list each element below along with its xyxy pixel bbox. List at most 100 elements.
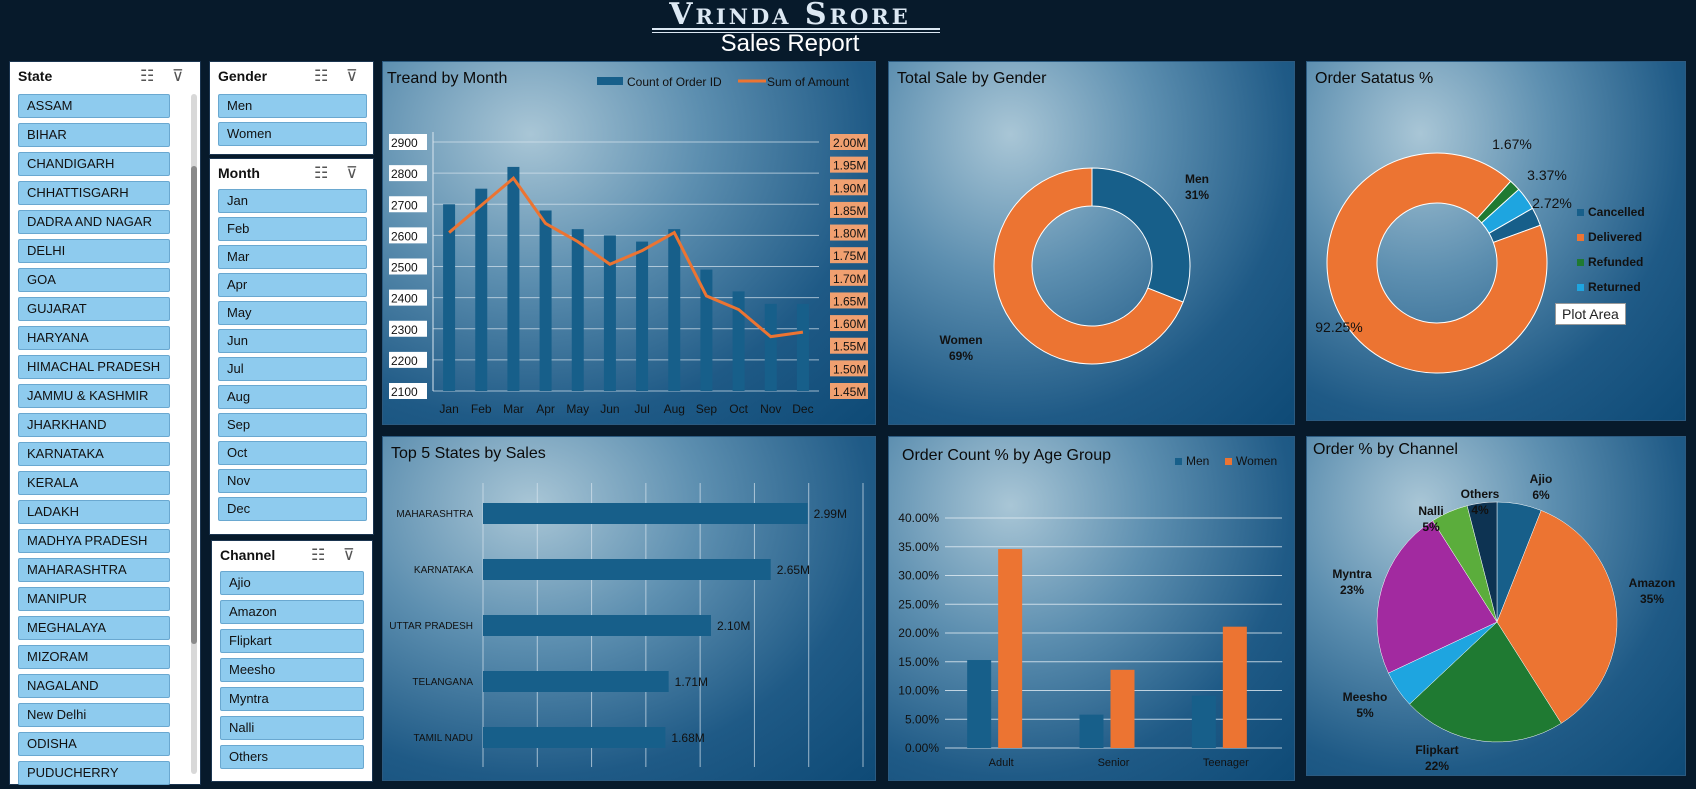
gender-slicer[interactable]: Gender ☷ ⊽ Men Women [209, 61, 374, 155]
channel-slice-value: 23% [1340, 583, 1364, 597]
trend-bar [475, 188, 488, 391]
channel-slicer-item[interactable]: Meesho [220, 658, 364, 682]
trend-y2-tick: 1.70M [833, 272, 866, 286]
age-bar [1110, 669, 1135, 748]
trend-x-tick: May [566, 402, 589, 416]
clear-filter-icon[interactable]: ⊽ [343, 547, 355, 564]
channel-slicer-item[interactable]: Others [220, 745, 364, 769]
state-slicer[interactable]: State ☷ ⊽ ASSAM BIHAR CHANDIGARH CHHATTISGA… [9, 61, 201, 785]
month-slicer-item[interactable]: May [218, 301, 367, 325]
status-slice [1480, 188, 1534, 234]
multi-select-icon[interactable]: ☷ [311, 547, 326, 564]
states-data-label: 1.68M [671, 731, 704, 745]
age-y-tick: 0.00% [905, 741, 939, 755]
month-slicer[interactable]: Month ☷ ⊽ Jan Feb Mar Apr May Jun Jul Aug Sep Oct… [209, 158, 374, 535]
month-slicer-item[interactable]: Jul [218, 357, 367, 381]
trend-y2-tick: 1.95M [833, 159, 866, 173]
sale-by-gender-panel[interactable]: Total Sale by Gender Men 31% Women 69% [888, 61, 1295, 425]
channel-slice-name: Flipkart [1415, 743, 1458, 757]
age-group-panel[interactable]: Order Count % by Age Group 0.00% 5.00% 10.… [888, 436, 1295, 781]
trend-by-month-panel[interactable]: Treand by Month 2100 2200 2300 2400 2500 2600… [382, 61, 876, 425]
state-slicer-item[interactable]: New Delhi [18, 703, 170, 727]
state-slicer-item[interactable]: GUJARAT [18, 297, 170, 321]
gender-donut-chart: Men 31% Women 69% [939, 167, 1209, 365]
month-slicer-item[interactable]: Nov [218, 469, 367, 493]
brand-underline-secondary [652, 32, 940, 33]
month-slicer-item[interactable]: Dec [218, 497, 367, 521]
channel-panel[interactable]: Order % by Channel Ajio 6% Amazon 35% Flipka… [1306, 436, 1686, 776]
month-slicer-item[interactable]: Aug [218, 385, 367, 409]
trend-x-tick: Apr [536, 402, 555, 416]
state-slicer-item[interactable]: CHANDIGARH [18, 152, 170, 176]
state-slicer-item[interactable]: DADRA AND NAGAR [18, 210, 170, 234]
state-slicer-item[interactable]: GOA [18, 268, 170, 292]
top-states-panel[interactable]: Top 5 States by Sales MAHARASHTRA 2.99M KA… [382, 436, 876, 781]
state-slicer-item[interactable]: HARYANA [18, 326, 170, 350]
clear-filter-icon[interactable]: ⊽ [172, 68, 184, 85]
states-chart-title: Top 5 States by Sales [391, 445, 546, 462]
trend-y-tick-bg [389, 227, 427, 244]
state-slicer-item[interactable]: ASSAM [18, 94, 170, 118]
status-legend-label: Refunded [1588, 255, 1643, 269]
status-legend-label: Delivered [1588, 230, 1642, 244]
trend-bar [603, 235, 616, 391]
channel-slice [1409, 621, 1562, 743]
channel-slicer-item[interactable]: Nalli [220, 716, 364, 740]
multi-select-icon[interactable]: ☷ [140, 68, 155, 85]
state-slicer-item[interactable]: LADAKH [18, 500, 170, 524]
multi-select-icon[interactable]: ☷ [314, 165, 329, 182]
trend-y2-tick: 1.65M [833, 294, 866, 308]
month-slicer-item[interactable]: Jan [218, 189, 367, 213]
trend-y-tick-bg [389, 165, 427, 182]
gender-slice-value: 31% [1185, 188, 1209, 202]
trend-y-tick-bg [389, 351, 427, 368]
trend-y-tick-bg [389, 258, 427, 275]
states-bar [483, 671, 669, 692]
state-slicer-item[interactable]: MEGHALAYA [18, 616, 170, 640]
trend-chart: 2100 2200 2300 2400 2500 2600 2700 2800 2900 1.45… [389, 75, 868, 416]
state-slicer-item[interactable]: JHARKHAND [18, 413, 170, 437]
month-slicer-item[interactable]: Jun [218, 329, 367, 353]
state-slicer-item[interactable]: CHHATTISGARH [18, 181, 170, 205]
clear-filter-icon[interactable]: ⊽ [346, 165, 358, 182]
clear-filter-icon[interactable]: ⊽ [346, 68, 358, 85]
state-slicer-item[interactable]: MIZORAM [18, 645, 170, 669]
trend-legend-bar-swatch [597, 77, 623, 85]
state-slicer-item[interactable]: MAHARASHTRA [18, 558, 170, 582]
month-slicer-item[interactable]: Sep [218, 413, 367, 437]
state-slicer-scrollthumb[interactable] [191, 166, 197, 644]
state-slicer-item[interactable]: ODISHA [18, 732, 170, 756]
gender-slicer-item[interactable]: Women [218, 122, 367, 146]
multi-select-icon[interactable]: ☷ [314, 68, 329, 85]
age-y-tick: 10.00% [898, 684, 939, 698]
state-slicer-item[interactable]: HIMACHAL PRADESH [18, 355, 170, 379]
channel-slicer[interactable]: Channel ☷ ⊽ Ajio Amazon Flipkart Meesho Mynt… [211, 540, 373, 782]
state-slicer-item[interactable]: KARNATAKA [18, 442, 170, 466]
trend-bar [636, 241, 649, 391]
age-x-tick: Teenager [1203, 757, 1249, 769]
state-slicer-item[interactable]: DELHI [18, 239, 170, 263]
month-slicer-item[interactable]: Feb [218, 217, 367, 241]
state-slicer-item[interactable]: MADHYA PRADESH [18, 529, 170, 553]
channel-slicer-item[interactable]: Amazon [220, 600, 364, 624]
order-status-panel[interactable]: Order Satatus % 2.72% 92.25% 1.67% 3.37% Can… [1306, 61, 1686, 421]
state-slicer-item[interactable]: PUDUCHERRY [18, 761, 170, 785]
age-group-bar-chart: 0.00% 5.00% 10.00% 15.00% 20.00% 25.00% 30.00%… [898, 454, 1282, 769]
trend-y-tick: 2500 [391, 261, 418, 275]
trend-chart-title: Treand by Month [387, 70, 508, 87]
channel-slicer-item[interactable]: Flipkart [220, 629, 364, 653]
channel-slicer-item[interactable]: Ajio [220, 571, 364, 595]
state-slicer-item[interactable]: MANIPUR [18, 587, 170, 611]
gender-slicer-item[interactable]: Men [218, 94, 367, 118]
channel-chart-title: Order % by Channel [1313, 441, 1458, 458]
month-slicer-item[interactable]: Oct [218, 441, 367, 465]
state-slicer-item[interactable]: KERALA [18, 471, 170, 495]
states-bar [483, 615, 711, 636]
month-slicer-item[interactable]: Apr [218, 273, 367, 297]
state-slicer-item[interactable]: BIHAR [18, 123, 170, 147]
state-slicer-item[interactable]: JAMMU & KASHMIR [18, 384, 170, 408]
month-slicer-item[interactable]: Mar [218, 245, 367, 269]
state-slicer-item[interactable]: NAGALAND [18, 674, 170, 698]
channel-slicer-item[interactable]: Myntra [220, 687, 364, 711]
states-data-label: 2.65M [777, 563, 810, 577]
